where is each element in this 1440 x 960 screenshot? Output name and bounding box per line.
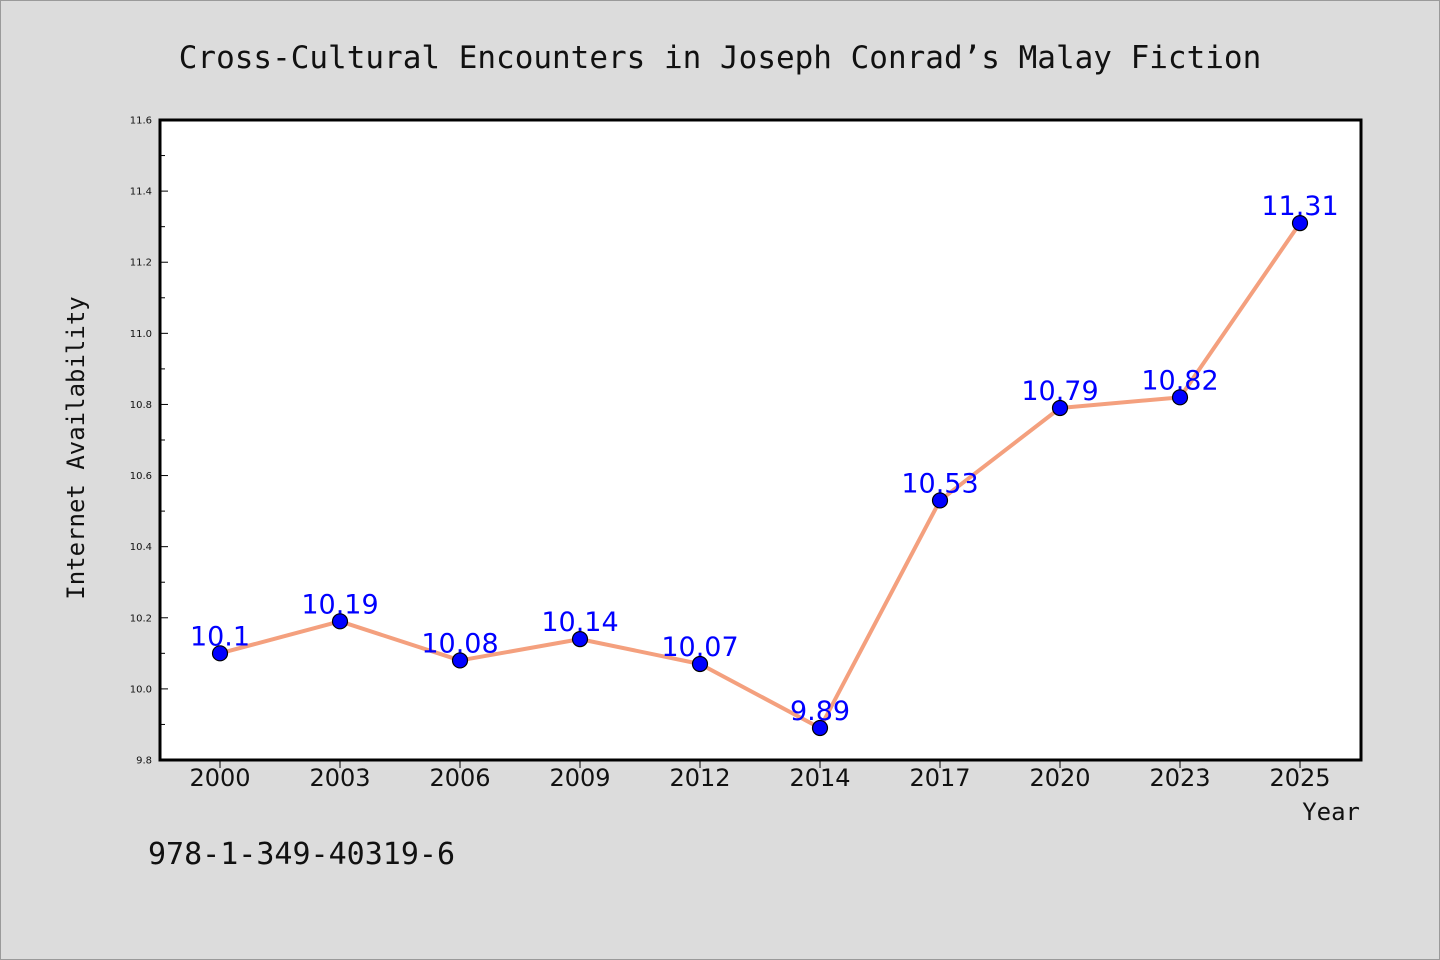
x-tick-label: 2012 [669, 764, 730, 792]
x-tick-label: 2020 [1029, 764, 1090, 792]
x-tick-label: 2014 [789, 764, 850, 792]
data-point [211, 645, 229, 662]
data-point [1051, 399, 1069, 417]
y-tick-label: 11.6 [130, 116, 152, 127]
x-tick-label: 2006 [429, 764, 490, 792]
data-label: 11.31 [1261, 191, 1338, 222]
y-tick-label: 10.2 [130, 613, 152, 624]
data-point [1291, 215, 1309, 232]
series-line [218, 221, 1302, 730]
data-label: 10.1 [190, 621, 250, 652]
data-point [451, 652, 469, 669]
x-tick-label: 2003 [309, 764, 370, 792]
data-label: 10.53 [901, 468, 978, 499]
x-tick-label: 2023 [1149, 764, 1210, 792]
y-tick-label: 11.0 [130, 329, 152, 340]
x-axis-label: Year [1302, 798, 1360, 826]
data-point [331, 613, 349, 630]
data-point [571, 631, 589, 648]
plot-area [158, 118, 1363, 762]
data-point [811, 719, 829, 737]
chart-title: Cross-Cultural Encounters in Joseph Conr… [179, 40, 1262, 76]
x-tick-label: 2025 [1269, 764, 1330, 792]
data-label: 9.89 [790, 696, 850, 727]
x-tick-label: 2000 [189, 764, 250, 792]
data-label: 10.07 [661, 632, 738, 663]
data-point [1171, 389, 1189, 406]
y-tick-label: 9.8 [136, 756, 152, 767]
y-tick-label: 11.2 [130, 258, 152, 269]
data-label: 10.82 [1141, 365, 1218, 396]
x-tick-label: 2009 [549, 764, 610, 792]
data-point [691, 655, 709, 673]
y-axis-label: Internet Availability [62, 296, 90, 599]
series-layer: 10.1 10.19 10.08 10.14 10.07 9.89 10.53 10.79 10… [190, 191, 1339, 737]
data-label: 10.79 [1021, 376, 1098, 407]
isbn-text: 978-1-349-40319-6 [148, 837, 455, 872]
y-tick-label: 10.0 [130, 684, 152, 695]
x-axis: 2000 2003 2006 2009 2012 2014 2017 2020 2023 2025 [189, 760, 1331, 792]
data-label: 10.19 [301, 589, 378, 620]
y-tick-label: 11.4 [130, 187, 152, 198]
y-tick-label: 10.8 [130, 400, 152, 411]
data-point [931, 492, 949, 509]
y-tick-label: 10.6 [130, 471, 152, 482]
data-label: 10.14 [541, 607, 618, 638]
x-tick-label: 2017 [909, 764, 970, 792]
data-label: 10.08 [421, 628, 498, 659]
y-tick-label: 10.4 [130, 542, 152, 553]
y-axis: 9.8 10.0 10.2 10.4 10.6 10.8 11.0 11.2 11.4 11.6 [130, 116, 168, 767]
